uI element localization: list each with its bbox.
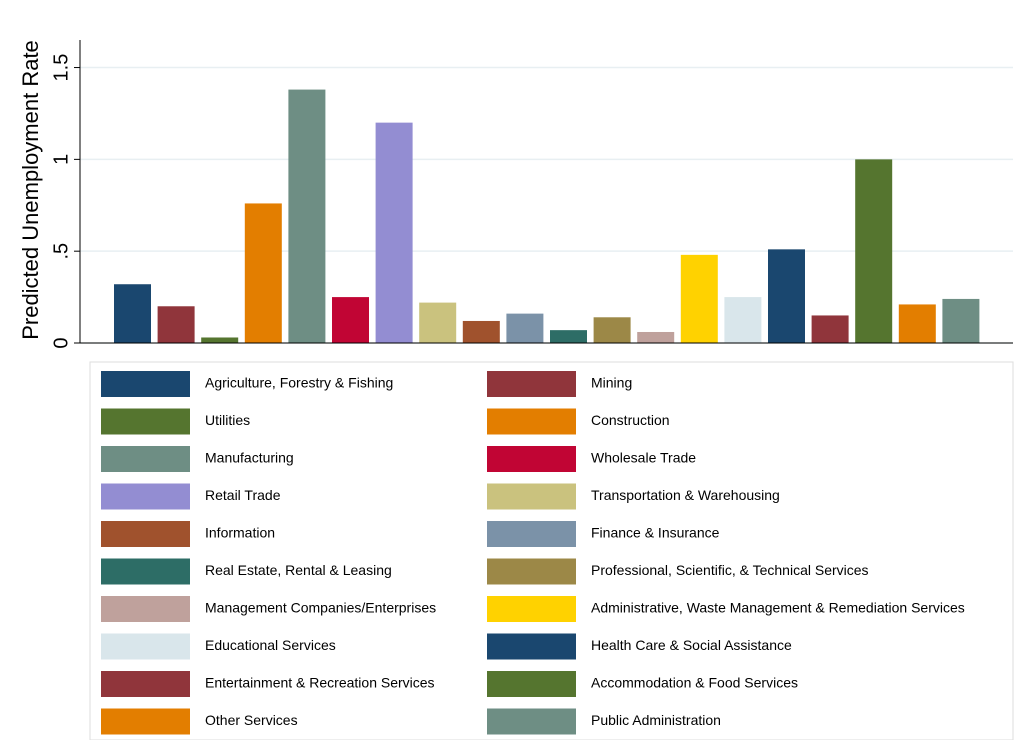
- bar: [898, 304, 936, 343]
- legend-swatch: [487, 521, 576, 547]
- bar: [724, 297, 762, 343]
- bar: [114, 284, 151, 343]
- legend-swatch: [487, 558, 576, 585]
- bar: [593, 317, 631, 343]
- legend-label: Manufacturing: [205, 450, 294, 466]
- y-axis-title: Predicted Unemployment Rate: [18, 40, 43, 340]
- legend-label: Information: [205, 525, 275, 541]
- legend-swatch: [101, 671, 190, 697]
- legend-label: Other Services: [205, 712, 298, 728]
- legend-swatch: [487, 633, 576, 660]
- legend-label: Agriculture, Forestry & Fishing: [205, 375, 393, 391]
- legend-label: Utilities: [205, 412, 250, 428]
- bar: [288, 89, 326, 343]
- bar: [506, 313, 544, 343]
- legend-swatch: [101, 633, 190, 660]
- legend-label: Accommodation & Food Services: [591, 675, 798, 691]
- legend-label: Entertainment & Recreation Services: [205, 675, 435, 691]
- legend-label: Retail Trade: [205, 487, 281, 503]
- legend-swatch: [487, 483, 576, 510]
- bar: [680, 254, 718, 343]
- legend-swatch: [101, 371, 190, 397]
- bar: [855, 159, 893, 343]
- bar: [637, 331, 675, 343]
- legend-swatch: [487, 371, 576, 397]
- legend-label: Administrative, Waste Management & Remed…: [591, 600, 965, 616]
- legend-swatch: [101, 708, 190, 735]
- bar: [462, 320, 500, 343]
- legend-label: Professional, Scientific, & Technical Se…: [591, 562, 869, 578]
- bar: [375, 122, 413, 344]
- legend-swatch: [101, 446, 190, 472]
- bar: [332, 297, 369, 343]
- legend-label: Real Estate, Rental & Leasing: [205, 562, 392, 578]
- bar: [811, 315, 849, 343]
- legend-swatch: [101, 596, 190, 622]
- legend-swatch: [487, 446, 576, 472]
- bar: [419, 302, 457, 343]
- y-tick-label: .5: [50, 243, 72, 260]
- y-tick-label: 0: [50, 337, 72, 348]
- legend-label: Transportation & Warehousing: [591, 487, 780, 503]
- bar: [942, 298, 980, 343]
- bar: [768, 249, 805, 343]
- legend-label: Mining: [591, 375, 632, 391]
- bar: [157, 306, 195, 343]
- legend-swatch: [487, 671, 576, 697]
- legend-swatch: [101, 483, 190, 510]
- legend-label: Public Administration: [591, 712, 721, 728]
- bar: [201, 337, 239, 343]
- legend-label: Construction: [591, 412, 670, 428]
- bar: [550, 330, 587, 343]
- bar: [244, 203, 282, 343]
- y-tick-label: 1: [50, 154, 72, 165]
- legend-label: Educational Services: [205, 637, 336, 653]
- legend-swatch: [101, 521, 190, 547]
- legend-swatch: [101, 408, 190, 435]
- legend-label: Finance & Insurance: [591, 525, 720, 541]
- legend-label: Management Companies/Enterprises: [205, 600, 436, 616]
- legend-label: Wholesale Trade: [591, 450, 696, 466]
- legend-swatch: [487, 596, 576, 622]
- y-tick-label: 1.5: [50, 54, 72, 82]
- legend-swatch: [101, 558, 190, 585]
- legend-swatch: [487, 408, 576, 435]
- legend-swatch: [487, 708, 576, 735]
- legend-label: Health Care & Social Assistance: [591, 637, 792, 653]
